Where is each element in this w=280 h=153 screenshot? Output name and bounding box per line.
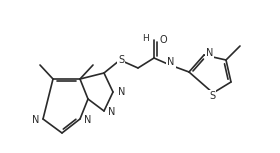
Text: N: N <box>84 115 91 125</box>
Text: N: N <box>206 48 213 58</box>
Text: S: S <box>118 55 124 65</box>
Text: S: S <box>209 91 215 101</box>
Text: H: H <box>142 34 149 43</box>
Text: O: O <box>159 35 167 45</box>
Text: N: N <box>167 57 175 67</box>
Text: N: N <box>108 107 115 117</box>
Text: N: N <box>118 87 125 97</box>
Text: N: N <box>32 115 39 125</box>
